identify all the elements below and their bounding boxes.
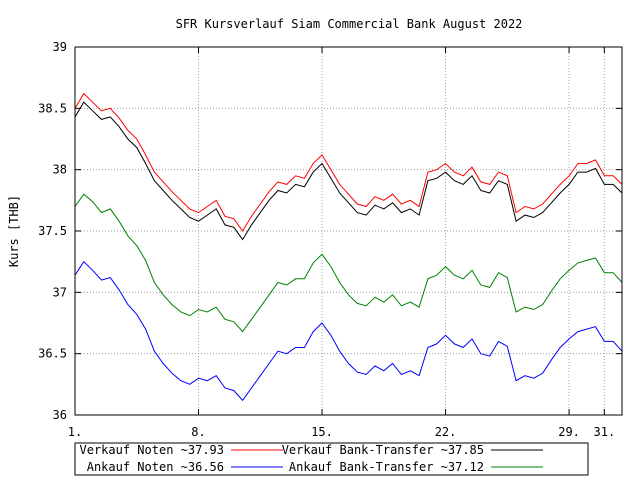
series-line-3 [74,193,623,333]
x-tick-label: 8. [191,425,205,439]
legend-label: Ankauf Bank-Transfer ~37.12 [289,460,484,474]
x-tick-label: 31. [594,425,616,439]
series-lines [74,92,623,402]
y-tick-label: 38.5 [38,101,67,115]
y-tick-label: 38 [53,163,67,177]
x-tick-label: 29. [558,425,580,439]
x-tick-label: 15. [311,425,333,439]
y-axis-label: Kurs [THB] [7,195,21,267]
chart-title: SFR Kursverlauf Siam Commercial Bank Aug… [176,17,523,31]
legend-box [74,442,589,476]
legend: Verkauf Noten ~37.93 Verkauf Bank-Transfe… [74,442,589,476]
legend-label: Verkauf Bank-Transfer ~37.85 [282,443,484,457]
legend-label: Ankauf Noten ~36.56 [87,460,224,474]
series-line-2 [74,260,623,402]
x-tick-label: 1. [68,425,82,439]
legend-label: Verkauf Noten ~37.93 [80,443,225,457]
y-tick-label: 39 [53,40,67,54]
series-line-0 [74,92,623,232]
axes: 36 36.5 37 37.5 38 38.5 39 1. 8. 15. 22. 29. 31. [38,40,622,439]
x-tick-label: 22. [435,425,457,439]
grid-lines [75,47,622,415]
y-tick-label: 36.5 [38,347,67,361]
y-tick-label: 36 [53,408,67,422]
y-tick-label: 37 [53,285,67,299]
series-line-1 [74,101,623,241]
y-tick-label: 37.5 [38,224,67,238]
